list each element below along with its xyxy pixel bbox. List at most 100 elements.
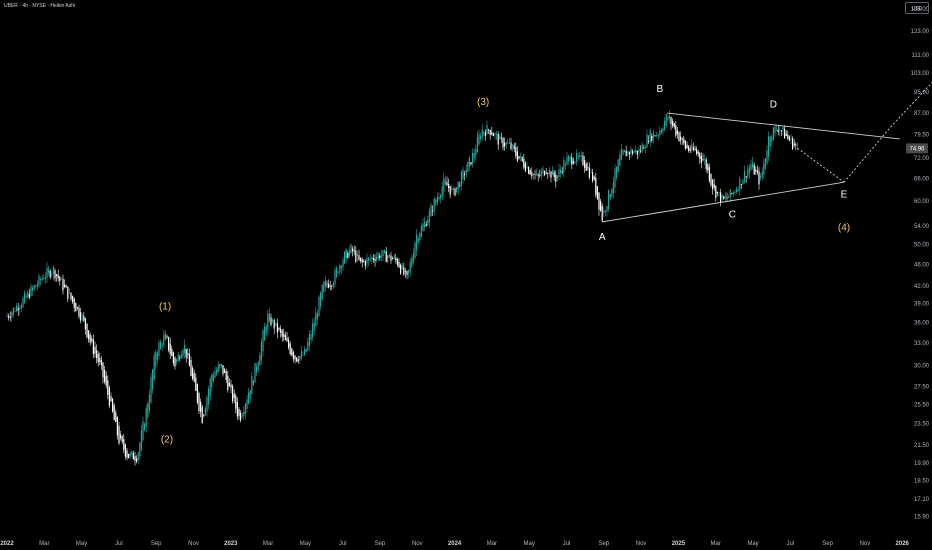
candle-body xyxy=(123,439,125,450)
candle-body xyxy=(620,148,622,161)
candle-body xyxy=(235,395,237,409)
candle-body xyxy=(155,352,157,367)
candle-body xyxy=(630,149,632,154)
candle-body xyxy=(158,342,160,356)
candle-body xyxy=(540,171,542,176)
candle-body xyxy=(6,316,8,317)
candle-body xyxy=(131,451,133,455)
candle-body xyxy=(38,275,40,286)
candle-body xyxy=(227,375,229,391)
candle-body xyxy=(184,344,186,354)
candle-body xyxy=(169,343,171,355)
candle-body xyxy=(369,258,371,260)
candle-body xyxy=(121,436,123,442)
candle-body xyxy=(640,150,642,152)
candle-body xyxy=(686,144,688,149)
candle-body xyxy=(616,166,618,178)
candle-body xyxy=(430,205,432,217)
candle-body xyxy=(84,318,86,330)
candle-body xyxy=(136,458,138,462)
candle-body xyxy=(104,369,106,382)
candle-body xyxy=(718,192,720,194)
candle-body xyxy=(555,174,557,183)
candle-body xyxy=(568,156,570,162)
candle-body xyxy=(329,285,331,287)
candle-body xyxy=(163,335,165,346)
x-tick-label: Sep xyxy=(822,541,833,547)
candle-body xyxy=(40,279,42,281)
candle-body xyxy=(744,170,746,182)
candle-body xyxy=(480,136,482,140)
wave-label-C: C xyxy=(729,210,736,221)
x-tick-label: 2022 xyxy=(0,541,14,547)
candle-body xyxy=(156,352,158,360)
candle-body xyxy=(134,456,136,461)
candle-body xyxy=(606,206,608,212)
candle-body xyxy=(12,307,14,315)
candle-body xyxy=(478,134,480,145)
candle-body xyxy=(760,176,762,178)
x-axis[interactable]: 2022 Mar May Jul Sep Nov 2023 Mar May Jul Sep Nov 20… xyxy=(0,541,909,547)
candle-body xyxy=(307,341,309,351)
annotation-lines xyxy=(602,81,932,223)
candle-body xyxy=(294,355,296,360)
candle-body xyxy=(48,269,50,273)
candle-body xyxy=(150,377,152,403)
candle-body xyxy=(145,407,147,427)
candle-body xyxy=(297,359,299,362)
candle-body xyxy=(212,375,214,381)
candle-body xyxy=(604,211,606,213)
candle-body xyxy=(436,196,438,203)
candle-body xyxy=(723,196,725,199)
candle-body xyxy=(456,186,458,193)
candle-body xyxy=(451,188,453,191)
candle-body xyxy=(720,192,722,203)
candle-body xyxy=(107,380,109,395)
y-tick-label: 42.00 xyxy=(914,284,930,290)
candle-body xyxy=(368,257,370,261)
candle-body xyxy=(747,169,749,177)
y-tick-label: 19.90 xyxy=(914,461,930,467)
currency-button[interactable]: USD xyxy=(905,2,929,14)
y-axis[interactable]: 135.00 123.00 111.00 103.00 95.00 87.00 79.50 7… xyxy=(911,7,930,521)
candle-body xyxy=(257,362,259,370)
candle-body xyxy=(678,132,680,142)
candle-body xyxy=(284,335,286,341)
candle-body xyxy=(537,174,539,176)
candle-body xyxy=(200,401,202,412)
candle-body xyxy=(195,377,197,391)
candle-body xyxy=(772,127,774,140)
candle-body xyxy=(515,147,517,156)
y-tick-label: 111.00 xyxy=(912,53,930,59)
candle-body xyxy=(25,296,27,298)
candle-body xyxy=(388,254,390,257)
candle-body xyxy=(113,405,115,421)
candle-body xyxy=(502,138,504,148)
candle-body xyxy=(670,117,672,125)
candle-body xyxy=(387,256,389,258)
candle-body xyxy=(784,128,786,139)
candle-body xyxy=(260,342,262,361)
candle-body xyxy=(473,153,475,159)
candle-body xyxy=(347,253,349,258)
candle-body xyxy=(787,134,789,139)
wave-label-1: (1) xyxy=(159,302,171,313)
candle-body xyxy=(580,155,582,157)
candle-body xyxy=(280,328,282,333)
candle-body xyxy=(489,130,491,135)
candle-body xyxy=(142,421,144,440)
candle-body xyxy=(539,175,541,176)
candle-body xyxy=(110,396,112,402)
candle-body xyxy=(561,171,563,173)
candle-body xyxy=(633,151,635,153)
candle-body xyxy=(657,135,659,137)
candle-series xyxy=(6,110,798,466)
candle-body xyxy=(441,186,443,197)
candle-body xyxy=(153,355,155,380)
candle-body xyxy=(171,348,173,357)
symbol-title[interactable]: UBER · 4h · NYSE · Heikin Ashi xyxy=(4,3,76,9)
candle-body xyxy=(339,264,341,273)
candle-body xyxy=(115,412,117,423)
